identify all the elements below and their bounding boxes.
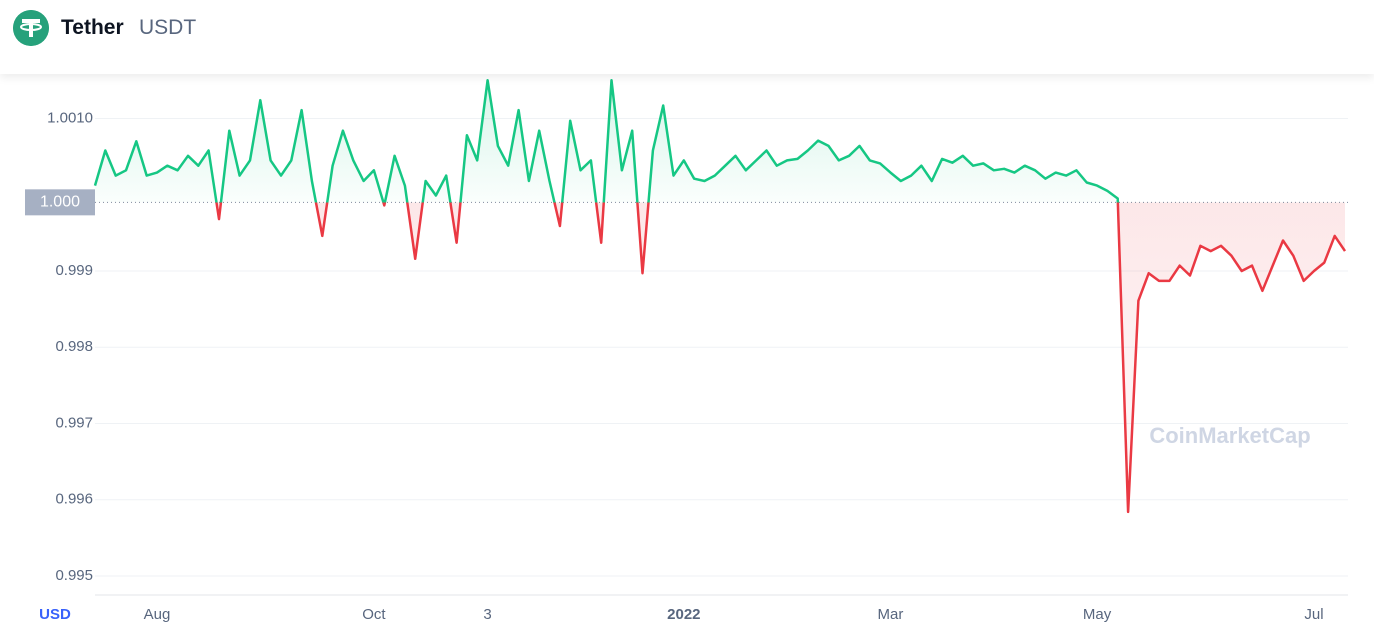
y-tick-label: 0.999 bbox=[55, 262, 93, 279]
watermark: CoinMarketCap bbox=[1149, 423, 1310, 448]
x-tick-label: Mar bbox=[878, 606, 904, 623]
area bbox=[95, 80, 1345, 512]
coin-symbol: USDT bbox=[139, 16, 197, 39]
y-tick-label: 1.0010 bbox=[47, 109, 93, 126]
x-tick-label: Jul bbox=[1304, 606, 1323, 623]
logo bbox=[13, 10, 49, 46]
header: Tether USDT bbox=[0, 0, 1374, 74]
y-tick-label: 0.996 bbox=[55, 491, 93, 508]
baseline-label: 1.000 bbox=[40, 194, 80, 211]
price-line bbox=[93, 79, 1347, 514]
x-tick-label: Aug bbox=[144, 606, 171, 623]
x-tick-label: 3 bbox=[483, 606, 491, 623]
coin-name: Tether bbox=[61, 16, 124, 39]
y-tick-label: 0.995 bbox=[55, 567, 93, 584]
y-tick-label: 0.998 bbox=[55, 338, 93, 355]
x-tick-label: Oct bbox=[362, 606, 386, 623]
y-tick-label: 0.997 bbox=[55, 414, 93, 431]
baseline-box bbox=[25, 189, 95, 216]
currency-label: USD bbox=[39, 606, 71, 623]
x-tick-label: 2022 bbox=[667, 606, 700, 623]
x-tick-label: May bbox=[1083, 606, 1112, 623]
